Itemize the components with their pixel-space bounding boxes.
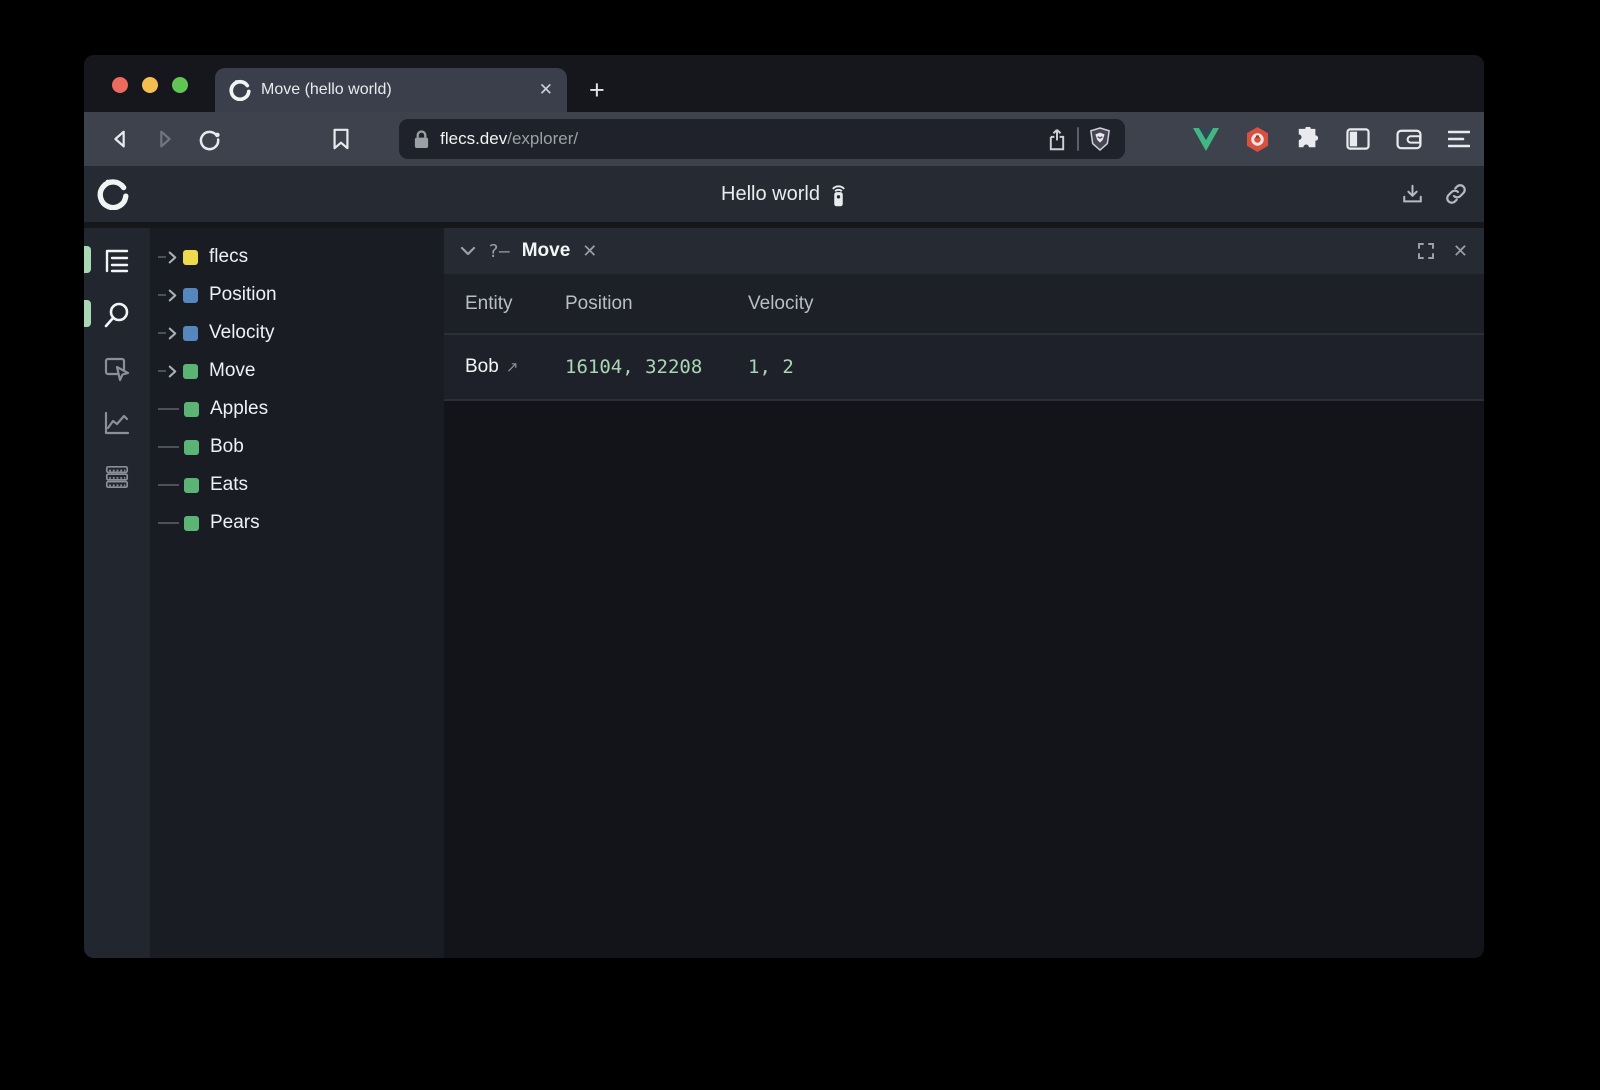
tree-item-velocity[interactable]: Velocity xyxy=(150,314,444,352)
entity-link[interactable]: Bob ↗ xyxy=(465,356,565,378)
component-color-swatch xyxy=(183,325,198,341)
browser-tab[interactable]: Move (hello world) ✕ xyxy=(215,68,567,112)
query-panel-header: ?– Move ✕ ✕ xyxy=(444,228,1484,274)
content-area: flecs Position Velocity Move xyxy=(84,222,1484,958)
panel-close-icon[interactable]: ✕ xyxy=(1452,240,1468,261)
tree-item-label: Eats xyxy=(210,474,249,495)
column-header-entity: Entity xyxy=(465,292,513,314)
rail-item-memory[interactable] xyxy=(100,462,134,492)
new-tab-button[interactable]: + xyxy=(589,75,605,105)
tab-close-icon[interactable]: ✕ xyxy=(538,80,553,99)
menu-icon[interactable] xyxy=(1448,130,1471,148)
divider xyxy=(1077,127,1080,151)
rail-item-stats[interactable] xyxy=(100,408,134,438)
browser-tab-bar: Move (hello world) ✕ + xyxy=(84,55,1484,112)
table-row: Bob ↗ 16104, 32208 1, 2 xyxy=(444,335,1484,401)
header-actions xyxy=(1401,182,1484,206)
address-bar[interactable]: flecs.dev/explorer/ xyxy=(399,119,1126,159)
extensions-row xyxy=(1193,126,1471,153)
app-header: Hello world xyxy=(84,166,1484,222)
tree-item-label: flecs xyxy=(209,246,249,267)
component-color-swatch xyxy=(184,401,199,417)
close-window-button[interactable] xyxy=(112,77,128,93)
query-results-empty-area xyxy=(444,401,1484,958)
query-tab-title: Move xyxy=(521,240,571,261)
tree-item-apples[interactable]: Apples xyxy=(150,390,444,428)
query-tab-close-icon[interactable]: ✕ xyxy=(582,240,598,261)
remote-connection-icon xyxy=(830,182,847,207)
sidebar-rail xyxy=(84,228,150,958)
tree-item-pears[interactable]: Pears xyxy=(150,504,444,542)
tree-item-position[interactable]: Position xyxy=(150,276,444,314)
entity-name: Bob xyxy=(465,356,499,377)
extensions-puzzle-icon[interactable] xyxy=(1296,127,1320,151)
velocity-value[interactable]: 1, 2 xyxy=(748,356,794,378)
wallet-icon[interactable] xyxy=(1396,128,1422,150)
component-color-swatch xyxy=(183,249,198,265)
tree-item-flecs[interactable]: flecs xyxy=(150,238,444,276)
component-color-swatch xyxy=(184,515,199,531)
minimize-window-button[interactable] xyxy=(142,77,158,93)
tree-item-move[interactable]: Move xyxy=(150,352,444,390)
hexagon-extension-icon[interactable] xyxy=(1245,126,1270,153)
traffic-lights xyxy=(112,77,188,93)
rail-item-query-search[interactable] xyxy=(100,300,134,330)
bookmark-icon[interactable] xyxy=(318,128,363,150)
sidebar-icon[interactable] xyxy=(1346,128,1370,150)
browser-window: Move (hello world) ✕ + flecs.dev/explore… xyxy=(84,55,1484,958)
lock-icon xyxy=(413,129,430,149)
tree-item-label: Apples xyxy=(210,398,269,419)
tab-title: Move (hello world) xyxy=(261,81,392,98)
fullscreen-icon[interactable] xyxy=(1417,242,1435,260)
url-text: flecs.dev/explorer/ xyxy=(440,129,579,148)
component-color-swatch xyxy=(183,287,198,303)
tree-item-label: Pears xyxy=(210,512,260,533)
component-color-swatch xyxy=(183,363,198,379)
query-panel: ?– Move ✕ ✕ Entity Position Velocity Bo xyxy=(444,228,1484,958)
tree-item-label: Velocity xyxy=(209,322,275,343)
reload-button[interactable] xyxy=(188,128,233,151)
component-color-swatch xyxy=(184,439,199,455)
forward-button[interactable] xyxy=(143,128,188,150)
vue-devtools-icon[interactable] xyxy=(1193,127,1220,151)
rail-item-entity-tree[interactable] xyxy=(100,246,134,276)
zoom-window-button[interactable] xyxy=(172,77,188,93)
world-title: Hello world xyxy=(721,182,820,205)
position-value[interactable]: 16104, 32208 xyxy=(565,356,703,378)
brave-shield-icon[interactable] xyxy=(1089,127,1111,151)
active-indicator xyxy=(84,246,91,273)
column-header-position: Position xyxy=(565,292,633,314)
tree-item-eats[interactable]: Eats xyxy=(150,466,444,504)
tree-item-label: Move xyxy=(209,360,256,381)
flecs-logo[interactable] xyxy=(97,178,129,210)
tab-favicon-flecs xyxy=(229,79,251,101)
active-indicator xyxy=(84,300,91,327)
tree-item-label: Bob xyxy=(210,436,244,457)
goto-entity-icon: ↗ xyxy=(505,359,519,376)
query-icon: ?– xyxy=(488,240,510,262)
query-table-header: Entity Position Velocity xyxy=(444,274,1484,335)
entity-tree-panel: flecs Position Velocity Move xyxy=(150,228,444,958)
tree-item-bob[interactable]: Bob xyxy=(150,428,444,466)
back-button[interactable] xyxy=(98,128,143,150)
link-icon[interactable] xyxy=(1444,182,1468,206)
chevron-down-icon[interactable] xyxy=(460,246,476,256)
download-icon[interactable] xyxy=(1401,183,1424,205)
column-header-velocity: Velocity xyxy=(748,292,814,314)
browser-toolbar: flecs.dev/explorer/ xyxy=(84,112,1484,166)
component-color-swatch xyxy=(184,477,199,493)
rail-item-inspector[interactable] xyxy=(100,354,134,384)
share-icon[interactable] xyxy=(1047,128,1067,151)
tree-item-label: Position xyxy=(209,284,277,305)
